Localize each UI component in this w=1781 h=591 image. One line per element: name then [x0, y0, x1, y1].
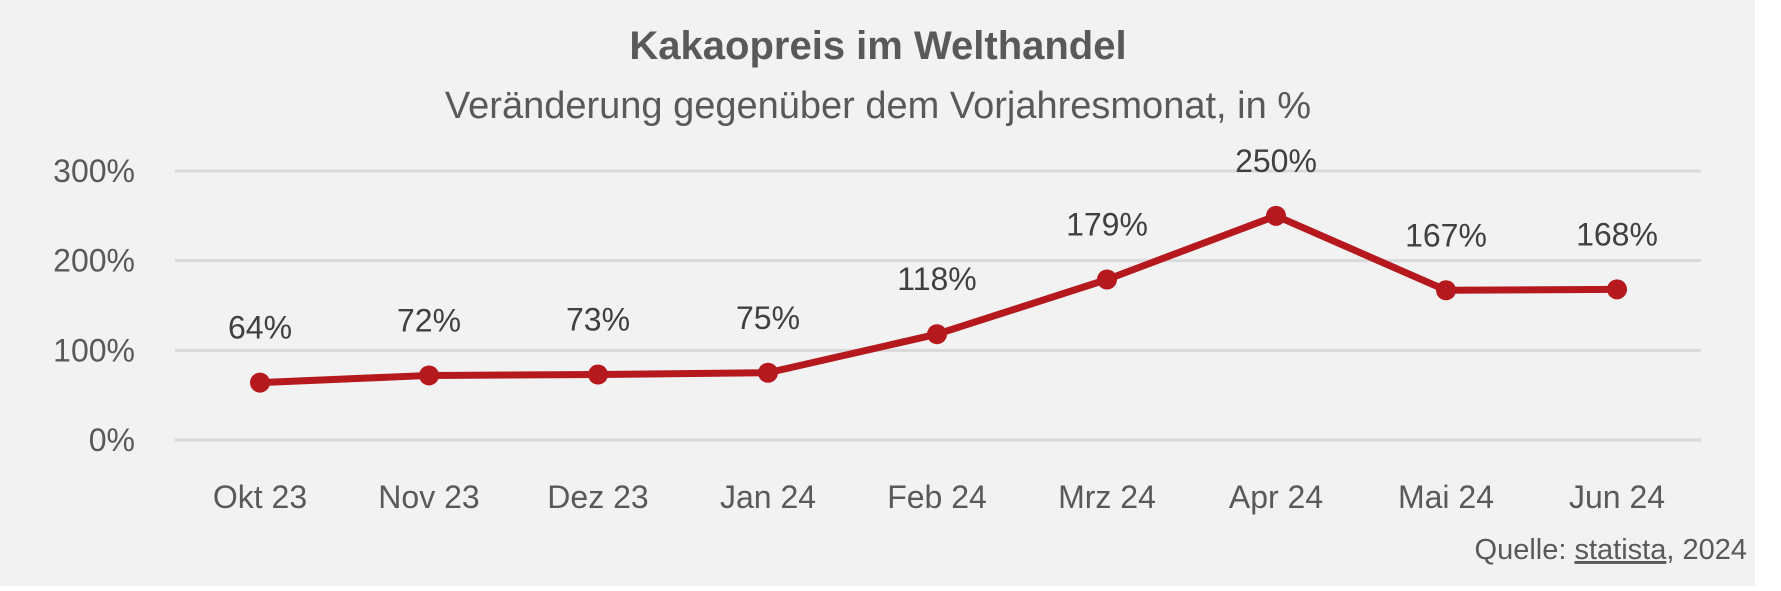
- source-note: Quelle: statista, 2024: [1475, 534, 1747, 566]
- data-point: [1607, 279, 1627, 300]
- data-label: 75%: [736, 300, 800, 336]
- x-tick-label: Apr 24: [1229, 479, 1323, 515]
- data-point: [927, 324, 947, 345]
- chart-subtitle: Veränderung gegenüber dem Vorjahresmonat…: [445, 85, 1311, 127]
- x-tick-label: Mrz 24: [1058, 479, 1156, 515]
- x-tick-label: Jun 24: [1569, 479, 1665, 515]
- data-point: [758, 362, 778, 383]
- data-label: 167%: [1405, 217, 1487, 253]
- data-point: [1436, 280, 1456, 301]
- x-tick-label: Nov 23: [378, 479, 479, 515]
- data-label: 72%: [397, 302, 461, 338]
- source-prefix: Quelle:: [1475, 534, 1575, 566]
- data-point: [419, 365, 439, 386]
- x-tick-label: Okt 23: [213, 479, 307, 515]
- x-tick-label: Jan 24: [720, 479, 816, 515]
- data-point: [1097, 269, 1117, 290]
- data-label: 250%: [1235, 143, 1317, 179]
- y-tick-label: 200%: [53, 243, 135, 279]
- y-tick-label: 100%: [53, 332, 135, 368]
- x-tick-label: Feb 24: [887, 479, 987, 515]
- data-label: 168%: [1576, 216, 1658, 252]
- chart-title: Kakaopreis im Welthandel: [629, 24, 1126, 68]
- source-suffix: , 2024: [1666, 534, 1747, 566]
- data-label: 73%: [566, 302, 630, 338]
- data-point: [1266, 205, 1286, 226]
- x-tick-label: Mai 24: [1398, 479, 1494, 515]
- y-tick-label: 300%: [53, 153, 135, 189]
- data-label: 179%: [1066, 206, 1148, 242]
- y-tick-label: 0%: [89, 422, 135, 458]
- x-tick-label: Dez 23: [547, 479, 648, 515]
- data-point: [588, 364, 608, 385]
- data-label: 64%: [228, 310, 292, 346]
- source-link[interactable]: statista: [1574, 534, 1667, 566]
- data-point: [250, 372, 270, 393]
- data-label: 118%: [897, 261, 976, 297]
